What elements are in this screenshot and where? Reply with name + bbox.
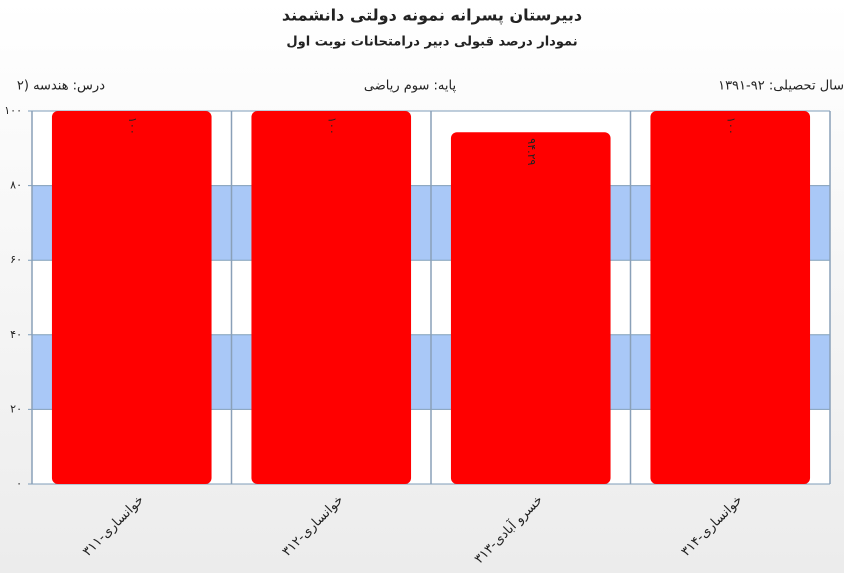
y-tick-label: ۶۰	[10, 253, 22, 266]
data-label: ۱۰۰	[724, 117, 737, 135]
y-tick-label: ۴۰	[10, 328, 22, 341]
data-label: ۹۴.۲۹	[525, 138, 538, 165]
bar	[51, 111, 212, 484]
y-tick-label: ۰	[16, 477, 22, 490]
info-year: سال تحصیلی: ۹۲-۱۳۹۱	[718, 79, 844, 94]
bar	[251, 111, 412, 484]
chart-title: دبیرستان پسرانه نمونه دولتی دانشمند	[282, 6, 582, 26]
y-tick-label: ۱۰۰	[4, 104, 22, 117]
info-subject: درس: هندسه (۲	[17, 79, 105, 94]
y-tick-label: ۲۰	[10, 402, 22, 415]
chart-subtitle: نمودار درصد قبولی دبیر درامتحانات نوبت ا…	[286, 35, 577, 50]
data-label: ۱۰۰	[325, 117, 338, 135]
data-label: ۱۰۰	[126, 117, 139, 135]
y-tick-label: ۸۰	[10, 179, 22, 192]
info-grade: پایه: سوم ریاضی	[364, 79, 457, 94]
bar	[650, 111, 811, 484]
bar	[450, 132, 611, 485]
